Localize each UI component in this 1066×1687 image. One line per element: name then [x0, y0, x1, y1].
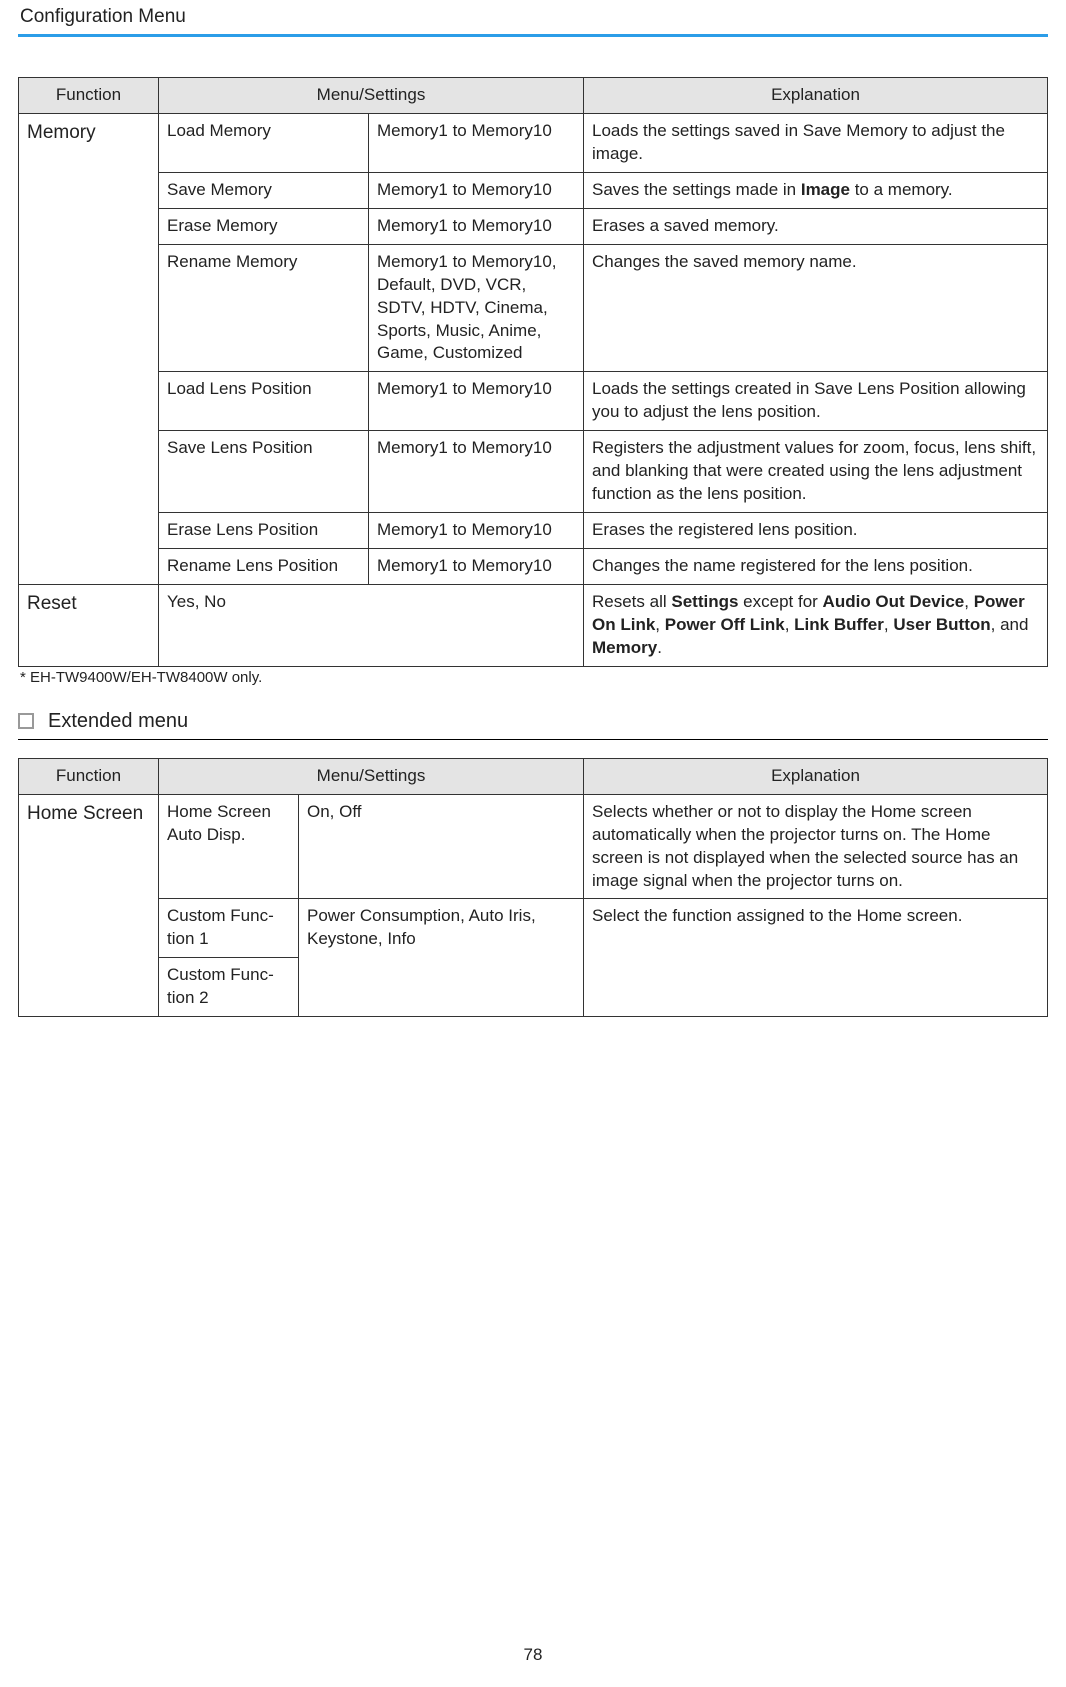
text: to a memory. [850, 180, 953, 199]
settings-table-2: Function Menu/Settings Explanation Home … [18, 758, 1048, 1017]
cell: Resets all Settings except for Audio Out… [584, 584, 1048, 666]
cell: Registers the adjustment values for zoom… [584, 431, 1048, 513]
cell: Erase Memory [159, 208, 369, 244]
page-number: 78 [0, 1645, 1066, 1665]
cell: Loads the settings created in Save Lens … [584, 372, 1048, 431]
cell: Memory1 to Memory10 [369, 372, 584, 431]
th-menu-settings: Menu/Settings [159, 758, 584, 794]
cell: Load Lens Position [159, 372, 369, 431]
cell: Saves the settings made in Image to a me… [584, 172, 1048, 208]
cell: Power Consumption, Auto Iris, Key­stone,… [299, 899, 584, 1017]
text: , and [991, 615, 1029, 634]
square-bullet-icon [18, 713, 34, 729]
reset-cell: Reset [19, 584, 159, 666]
bold: Settings [671, 592, 738, 611]
cell: Custom Func­tion 2 [159, 958, 299, 1017]
cell: Memory1 to Memory10 [369, 113, 584, 172]
page-title: Configuration Menu [18, 0, 1048, 34]
cell: Home Screen Auto Disp. [159, 794, 299, 899]
bold: Image [801, 180, 850, 199]
cell: Rename Memory [159, 244, 369, 372]
footnote: * EH-TW9400W/EH-TW8400W only. [20, 669, 1048, 686]
cell: Custom Func­tion 1 [159, 899, 299, 958]
home-screen-cell: Home Screen [19, 794, 159, 1017]
cell: Save Memory [159, 172, 369, 208]
cell: Erases a saved memory. [584, 208, 1048, 244]
text: except for [738, 592, 822, 611]
cell: Memory1 to Memory10 [369, 549, 584, 585]
cell: Memory1 to Memory10 [369, 431, 584, 513]
cell: Changes the name registered for the lens… [584, 549, 1048, 585]
cell: Erase Lens Position [159, 513, 369, 549]
bold: Memory [592, 638, 657, 657]
th-function: Function [19, 78, 159, 114]
settings-table-1: Function Menu/Settings Explanation Memor… [18, 77, 1048, 667]
cell: Memory1 to Memory10, Default, DVD, VCR, … [369, 244, 584, 372]
cell: Load Memory [159, 113, 369, 172]
cell: Memory1 to Memory10 [369, 208, 584, 244]
cell: Yes, No [159, 584, 584, 666]
section-rule [18, 739, 1048, 740]
cell: On, Off [299, 794, 584, 899]
bold: Audio Out Device [823, 592, 965, 611]
text: , [964, 592, 973, 611]
th-explanation: Explanation [584, 758, 1048, 794]
th-explanation: Explanation [584, 78, 1048, 114]
th-menu-settings: Menu/Settings [159, 78, 584, 114]
text: . [657, 638, 662, 657]
cell: Selects whether or not to display the Ho… [584, 794, 1048, 899]
cell: Loads the settings saved in Save Memory … [584, 113, 1048, 172]
bold: User Button [893, 615, 990, 634]
bold: Link Buffer [794, 615, 884, 634]
cell: Select the function assigned to the Home… [584, 899, 1048, 1017]
cell: Erases the registered lens position. [584, 513, 1048, 549]
text: Resets all [592, 592, 671, 611]
memory-cell: Memory [19, 113, 159, 584]
cell: Save Lens Position [159, 431, 369, 513]
cell: Changes the saved memory name. [584, 244, 1048, 372]
text: , [785, 615, 794, 634]
cell: Memory1 to Memory10 [369, 513, 584, 549]
section-title: Extended menu [48, 710, 188, 733]
text: , [884, 615, 893, 634]
header-rule [18, 34, 1048, 37]
cell: Memory1 to Memory10 [369, 172, 584, 208]
cell: Rename Lens Position [159, 549, 369, 585]
bold: Power Off Link [665, 615, 785, 634]
text: Saves the settings made in [592, 180, 801, 199]
text: , [655, 615, 664, 634]
th-function: Function [19, 758, 159, 794]
